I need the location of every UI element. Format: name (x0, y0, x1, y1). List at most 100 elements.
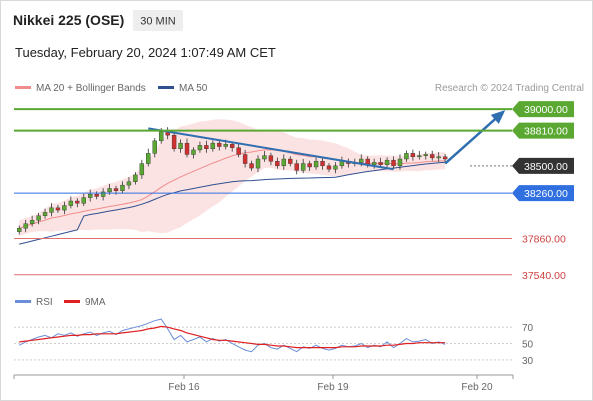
candle (255, 155, 261, 173)
candle (171, 132, 177, 152)
candle (378, 157, 383, 168)
candle-body (359, 158, 364, 163)
level-tag (512, 157, 574, 174)
legend-swatch-ma50 (158, 86, 174, 89)
legend-swatch-ma20 (15, 86, 31, 89)
candle-body (49, 207, 54, 213)
x-tick-label: Feb 20 (461, 382, 493, 393)
candle-body (436, 156, 441, 159)
bollinger-band (19, 119, 446, 237)
candle (100, 188, 106, 201)
candle (333, 162, 338, 174)
candle (423, 151, 428, 160)
timeframe-badge[interactable]: 30 MIN (133, 10, 183, 31)
timeframe-label: 30 MIN (140, 16, 176, 28)
candle (178, 139, 183, 153)
candle (268, 152, 274, 166)
candle-body (120, 184, 125, 191)
level-39000-00: 39000.00 (14, 101, 574, 118)
candle (397, 154, 403, 170)
level-label: 39000.00 (524, 104, 568, 116)
candle-body (81, 197, 86, 204)
candle-body (262, 155, 267, 160)
candle (242, 149, 248, 168)
candle-body (94, 194, 99, 197)
candle-body (430, 154, 435, 159)
rsi-ma9-line (19, 325, 446, 349)
level-label: 38260.00 (524, 188, 568, 200)
level-label: 37540.00 (522, 270, 566, 282)
candle-body (300, 163, 306, 171)
candle-body (55, 207, 61, 211)
candle (391, 156, 396, 169)
candle-body (384, 159, 390, 165)
price-legend: MA 20 + Bollinger Bands MA 50 (15, 83, 208, 94)
candle (88, 189, 93, 202)
candle-body (423, 154, 428, 156)
candle (217, 139, 222, 151)
candle-body (171, 134, 177, 150)
candle-body (307, 163, 312, 168)
datetime-label: Tuesday, February 20, 2024 1:07:49 AM CE… (15, 45, 276, 60)
candle (210, 140, 216, 152)
candle-body (442, 156, 448, 160)
candle-body (378, 162, 383, 165)
candle (288, 156, 293, 167)
level-label: 38810.00 (524, 126, 568, 138)
forecast-arrow (444, 110, 506, 165)
rsi-panel: 70 50 30 (14, 318, 534, 367)
legend-label-ma20: MA 20 + Bollinger Bands (36, 83, 146, 94)
candle-body (178, 142, 183, 150)
candle-body (242, 154, 248, 164)
candle (249, 160, 254, 171)
candle-body (288, 158, 293, 164)
candle (191, 147, 196, 159)
candle (36, 212, 41, 225)
legend-swatch-rsi (15, 300, 31, 303)
x-tick-label: Feb 19 (317, 382, 349, 393)
candle (68, 196, 74, 209)
level-tag (512, 185, 574, 202)
trendline (148, 127, 394, 171)
candle-body (42, 212, 48, 216)
candle (184, 138, 190, 158)
x-axis: Feb 16 Feb 19 Feb 20 (13, 374, 514, 393)
candle-body (391, 159, 396, 167)
candle-body (88, 194, 93, 198)
candle-body (320, 161, 325, 167)
ma50-line (19, 161, 446, 245)
x-tick-label: Feb 16 (168, 382, 200, 393)
candle-body (62, 205, 67, 211)
candle-body (333, 165, 338, 170)
rsi-line (18, 318, 446, 353)
candle-body (275, 161, 280, 167)
candle (49, 203, 54, 217)
candle (42, 208, 48, 219)
level-38810-00: 38810.00 (14, 122, 574, 139)
candle (384, 157, 390, 169)
candle-body (313, 161, 319, 168)
rsi-legend: RSI 9MA (15, 297, 106, 308)
candle (410, 149, 416, 161)
candle (152, 138, 157, 158)
candle (17, 225, 22, 235)
candle-body (158, 131, 164, 142)
candle-body (100, 191, 106, 197)
candle (23, 219, 28, 233)
candle (204, 140, 209, 153)
legend-swatch-9ma (64, 300, 80, 303)
legend-label-rsi: RSI (36, 297, 53, 308)
candle-body (17, 228, 22, 232)
candle-body (139, 163, 145, 176)
candle-body (36, 215, 41, 221)
levels-layer: 39000.00 38810.00 38500.00 38260.00 37860.00… (14, 101, 574, 282)
candle-body (410, 153, 416, 157)
level-tag (512, 122, 574, 139)
candle-body (326, 165, 332, 170)
level-37860-00: 37860.00 (14, 233, 566, 245)
copyright-label: Research © 2024 Trading Central (435, 83, 584, 94)
candle-body (236, 147, 241, 155)
legend-label-9ma: 9MA (85, 297, 106, 308)
candle-body (397, 158, 403, 167)
candle-body (268, 155, 274, 162)
